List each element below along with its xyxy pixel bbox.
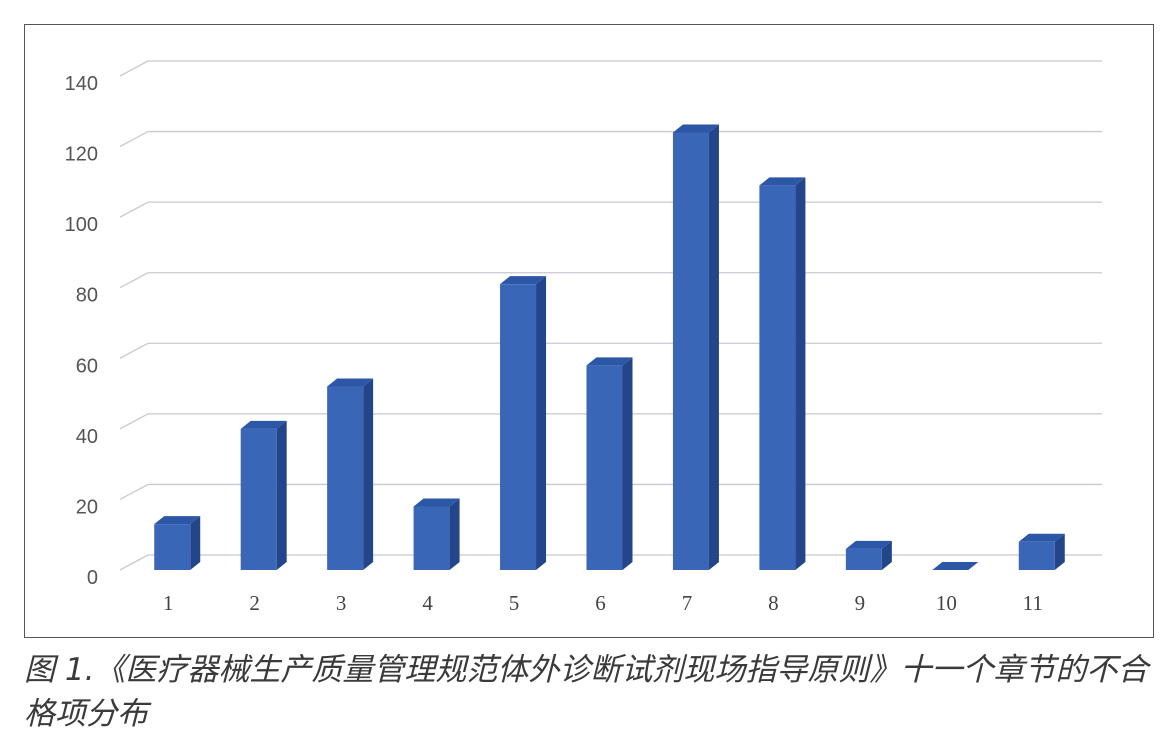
gridline-side <box>119 554 149 571</box>
x-tick-label: 8 <box>768 591 779 615</box>
bar-top <box>586 357 633 366</box>
bar-side <box>449 498 460 570</box>
bar <box>500 284 537 570</box>
bar <box>327 386 364 570</box>
bar-top <box>672 124 719 133</box>
y-tick-label: 100 <box>65 214 98 236</box>
x-tick-label: 1 <box>163 591 174 615</box>
y-tick-label: 60 <box>76 355 98 377</box>
bar-top <box>500 276 547 285</box>
x-tick-label: 10 <box>936 591 957 615</box>
x-tick-label: 4 <box>422 591 433 615</box>
bar-side <box>1054 533 1065 570</box>
y-tick-label: 20 <box>76 496 98 518</box>
bar <box>240 428 277 570</box>
bar-side <box>708 124 719 570</box>
gridline-side <box>119 272 149 289</box>
bar-side <box>276 420 287 570</box>
figure-caption: 图 1.《医疗器械生产质量管理规范体外诊断试剂现场指导原则》十一个章节的不合格项… <box>24 652 1149 732</box>
bar-top <box>327 378 374 387</box>
bar <box>672 132 709 570</box>
x-tick-label: 9 <box>855 591 866 615</box>
bar-top <box>759 177 806 186</box>
bar-chart: 0 20 40 60 80 100 120 140 1 2 3 4 5 6 7 8 9 10 11 <box>65 60 1102 615</box>
bar-top <box>932 562 979 570</box>
bar-side <box>536 276 547 570</box>
bar <box>845 548 882 570</box>
y-tick-label: 40 <box>76 426 98 448</box>
bar-top <box>154 516 201 525</box>
bar-top <box>845 540 892 549</box>
x-tick-label: 2 <box>249 591 260 615</box>
gridline-side <box>119 130 149 148</box>
bar-side <box>363 378 374 570</box>
x-tick-label: 11 <box>1023 591 1043 615</box>
y-tick-label: 0 <box>87 567 98 589</box>
y-tick-label: 80 <box>76 285 98 307</box>
x-tick-label: 5 <box>509 591 520 615</box>
bar-side <box>795 177 806 570</box>
gridline-side <box>119 342 149 359</box>
gridline-side <box>119 60 149 77</box>
gridline-side <box>119 413 149 430</box>
x-tick-label: 7 <box>682 591 693 615</box>
bar-top <box>240 420 287 429</box>
bar <box>413 506 450 570</box>
gridline-side <box>119 201 149 218</box>
bar-top <box>413 498 460 507</box>
y-tick-label: 120 <box>65 144 98 166</box>
x-tick-label: 6 <box>595 591 606 615</box>
bar-top <box>1018 533 1065 542</box>
gridline-side <box>119 483 149 501</box>
y-tick-label: 140 <box>65 73 98 95</box>
bar <box>759 185 796 570</box>
bar-side <box>190 516 201 570</box>
bar <box>154 524 191 570</box>
bar <box>586 365 623 570</box>
bar <box>1018 541 1055 570</box>
bar-side <box>622 357 633 570</box>
x-tick-label: 3 <box>336 591 347 615</box>
bar-side <box>881 540 892 570</box>
